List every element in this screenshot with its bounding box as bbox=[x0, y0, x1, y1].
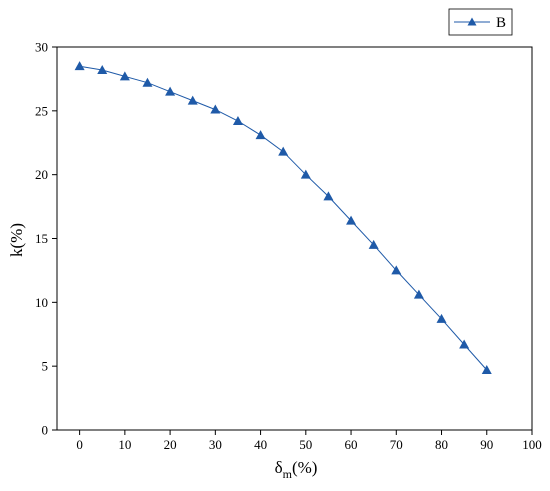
x-axis-title-subscript: m bbox=[283, 467, 293, 481]
x-tick-label: 70 bbox=[390, 437, 403, 452]
data-point bbox=[346, 215, 357, 225]
data-point bbox=[481, 364, 492, 374]
data-point bbox=[165, 86, 176, 96]
data-point bbox=[391, 265, 402, 275]
x-tick-label: 90 bbox=[480, 437, 493, 452]
y-tick-label: 0 bbox=[42, 423, 49, 438]
legend-marker bbox=[467, 17, 477, 26]
x-tick-label: 40 bbox=[254, 437, 267, 452]
series-line bbox=[79, 65, 488, 371]
data-point bbox=[142, 77, 153, 87]
x-tick-label: 80 bbox=[435, 437, 448, 452]
y-tick-label: 15 bbox=[35, 231, 48, 246]
data-point bbox=[119, 71, 130, 81]
x-axis-title-main: δ bbox=[275, 458, 283, 477]
x-axis-title: δm(%) bbox=[275, 458, 318, 481]
data-point bbox=[232, 116, 243, 126]
data-point bbox=[300, 169, 311, 179]
data-point bbox=[255, 130, 266, 140]
x-tick-label: 0 bbox=[76, 437, 83, 452]
y-tick-label: 30 bbox=[35, 40, 48, 55]
data-point bbox=[413, 289, 424, 299]
y-tick-label: 10 bbox=[35, 295, 48, 310]
data-point bbox=[368, 239, 379, 249]
y-axis-title: k(%) bbox=[7, 223, 26, 257]
x-axis-ticks: 0 10 20 30 40 50 60 70 80 90 100 bbox=[76, 430, 542, 452]
x-tick-label: 30 bbox=[209, 437, 222, 452]
plot-frame bbox=[56, 46, 533, 431]
data-point bbox=[210, 104, 221, 114]
data-point bbox=[459, 339, 470, 349]
y-tick-label: 20 bbox=[35, 167, 48, 182]
x-tick-label: 60 bbox=[345, 437, 358, 452]
data-point bbox=[323, 191, 334, 201]
y-tick-label: 25 bbox=[35, 103, 48, 118]
x-axis-title-tail: (%) bbox=[292, 458, 317, 477]
x-tick-label: 10 bbox=[118, 437, 131, 452]
data-point bbox=[97, 64, 108, 74]
x-tick-label: 100 bbox=[522, 437, 542, 452]
legend: B bbox=[448, 8, 513, 36]
x-tick-label: 50 bbox=[299, 437, 312, 452]
series-layer bbox=[74, 61, 492, 374]
data-point bbox=[436, 313, 447, 323]
x-tick-label: 20 bbox=[164, 437, 177, 452]
y-axis-ticks: 0 5 10 15 20 25 30 bbox=[35, 40, 57, 438]
data-point bbox=[278, 146, 289, 156]
legend-label: B bbox=[496, 15, 506, 31]
data-point bbox=[187, 95, 198, 105]
y-tick-label: 5 bbox=[42, 359, 49, 374]
data-point bbox=[74, 61, 85, 71]
